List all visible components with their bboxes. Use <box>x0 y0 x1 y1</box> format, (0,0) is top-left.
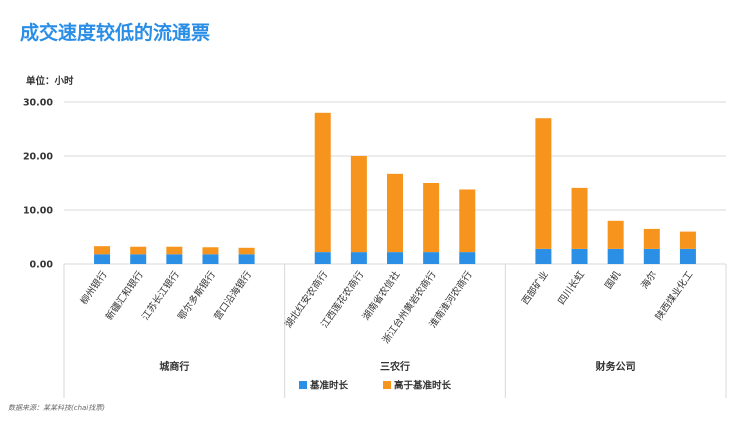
y-tick-label: 30.00 <box>23 98 53 109</box>
bar-base-0 <box>94 254 111 264</box>
bar-extra-5 <box>314 112 331 253</box>
legend-swatch-0 <box>299 381 307 389</box>
y-tick-label: 0.00 <box>30 260 54 271</box>
bar-extra-14 <box>679 231 696 249</box>
x-category-label: 柳州银行 <box>78 268 110 306</box>
x-category-label: 四川长虹 <box>555 268 587 306</box>
bar-extra-0 <box>94 246 111 255</box>
bar-extra-7 <box>387 173 403 253</box>
bar-base-6 <box>350 252 367 264</box>
bar-extra-4 <box>238 247 255 255</box>
bar-extra-6 <box>350 156 367 253</box>
bar-extra-1 <box>130 246 147 255</box>
x-category-label: 鄂尔多斯银行 <box>175 268 218 322</box>
x-category-label: 陕西煤业化工 <box>653 268 696 322</box>
bar-base-9 <box>459 252 476 264</box>
x-category-label: 湖南省农信社 <box>360 268 403 322</box>
x-category-label: 新疆汇和银行 <box>103 268 146 322</box>
bar-extra-2 <box>166 246 183 255</box>
group-label: 财务公司 <box>595 360 636 373</box>
x-category-label: 营口沿海银行 <box>212 268 255 322</box>
bar-base-2 <box>166 254 183 264</box>
group-label: 三农行 <box>380 360 410 373</box>
legend-swatch-1 <box>383 381 391 389</box>
x-category-label: 西部矿业 <box>519 269 551 307</box>
bar-extra-9 <box>459 189 476 253</box>
bar-extra-10 <box>535 118 552 249</box>
bar-extra-13 <box>643 228 660 249</box>
bar-base-1 <box>130 254 147 264</box>
bar-base-11 <box>571 248 588 264</box>
bar-base-3 <box>202 254 219 264</box>
bar-base-10 <box>535 248 552 264</box>
bar-base-8 <box>423 252 440 264</box>
x-category-label: 江苏长江银行 <box>139 268 182 322</box>
group-label: 城商行 <box>159 360 189 373</box>
bar-base-4 <box>238 254 255 264</box>
x-category-label: 国机 <box>602 268 623 291</box>
legend-label: 基准时长 <box>309 380 349 392</box>
bar-base-5 <box>314 252 331 264</box>
legend-label: 高于基准时长 <box>394 380 452 392</box>
unit-label: 单位：小时 <box>26 76 74 87</box>
bar-base-7 <box>387 252 403 264</box>
bar-base-14 <box>679 248 696 264</box>
bar-extra-11 <box>571 187 588 249</box>
chart-title: 成交速度较低的流通票 <box>20 22 211 44</box>
bar-extra-3 <box>202 247 219 255</box>
bar-extra-8 <box>423 183 440 253</box>
source-note: 数据来源：某某科技(chai找票) <box>8 404 105 412</box>
bar-extra-12 <box>607 220 624 249</box>
bar-base-12 <box>607 248 624 264</box>
y-tick-label: 10.00 <box>23 206 53 217</box>
x-category-label: 海尔 <box>639 268 660 291</box>
bar-base-13 <box>643 248 660 264</box>
y-tick-label: 20.00 <box>23 152 53 163</box>
